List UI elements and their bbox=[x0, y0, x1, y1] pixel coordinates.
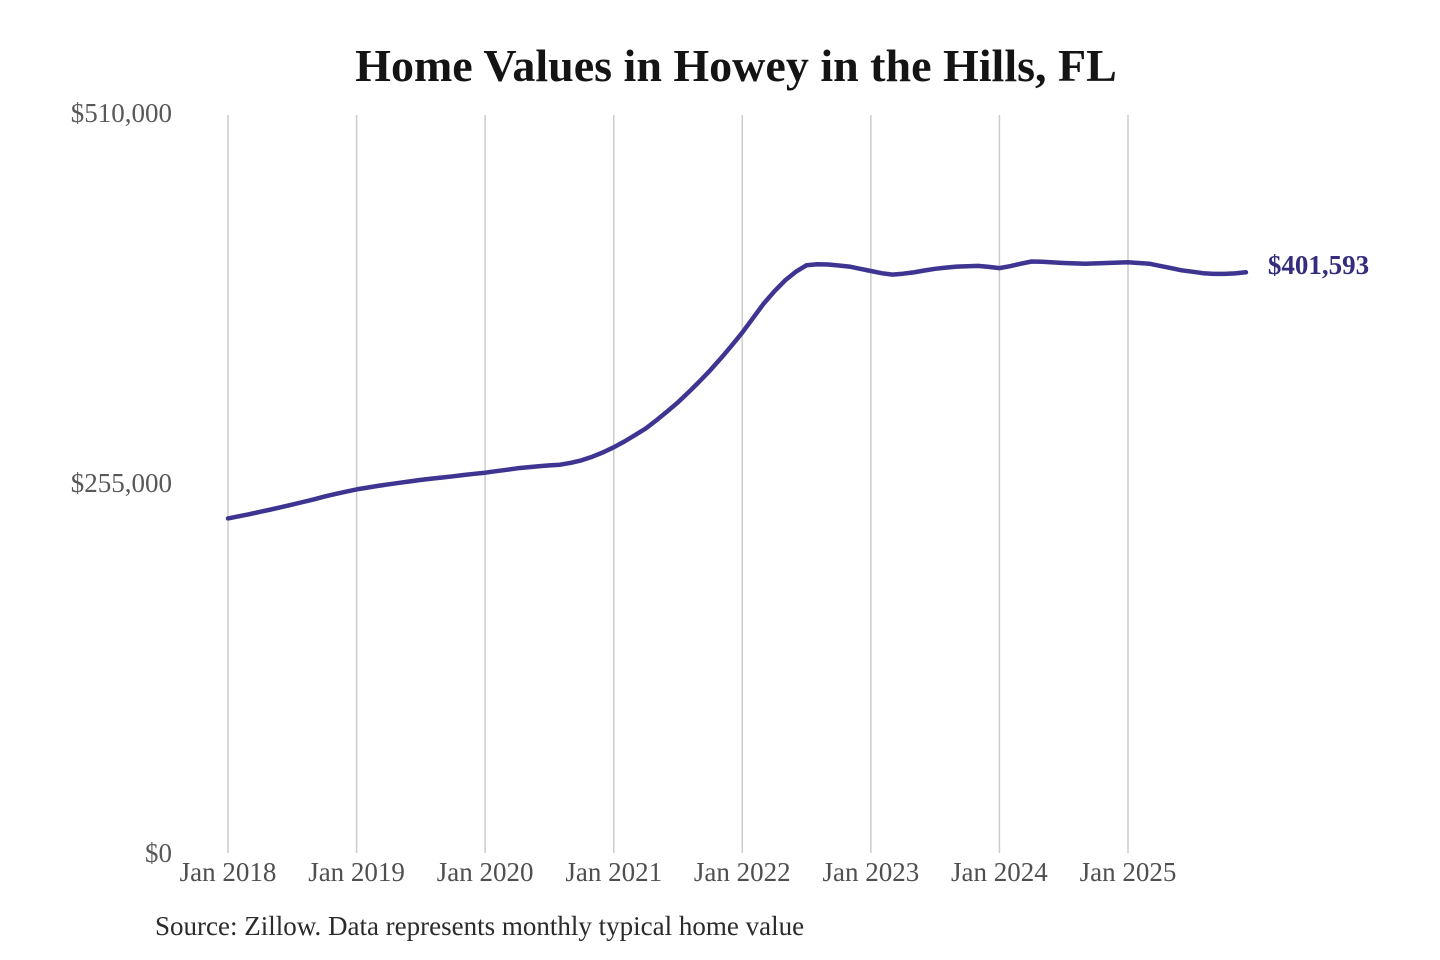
x-axis-tick-label: Jan 2023 bbox=[822, 857, 920, 887]
x-axis-tick-label: Jan 2025 bbox=[1079, 857, 1177, 887]
x-axis-tick-label: Jan 2018 bbox=[179, 857, 277, 887]
current-value-label: $401,593 bbox=[1267, 250, 1370, 281]
chart-title: Home Values in Howey in the Hills, FL bbox=[355, 40, 1117, 91]
y-axis-tick-label: $255,000 bbox=[70, 468, 172, 498]
source-note: Source: Zillow. Data represents monthly … bbox=[155, 911, 805, 941]
x-axis-tick-label: Jan 2022 bbox=[693, 857, 791, 887]
home-value-series-line bbox=[225, 259, 1249, 521]
y-axis-tick-label: $0 bbox=[145, 838, 172, 868]
x-axis-tick-label: Jan 2020 bbox=[436, 857, 534, 887]
x-axis-tick-label: Jan 2024 bbox=[951, 857, 1048, 887]
x-axis-tick-label: Jan 2019 bbox=[308, 857, 405, 887]
x-axis-tick-label: Jan 2021 bbox=[565, 857, 663, 887]
y-axis-tick-label: $510,000 bbox=[70, 98, 172, 128]
